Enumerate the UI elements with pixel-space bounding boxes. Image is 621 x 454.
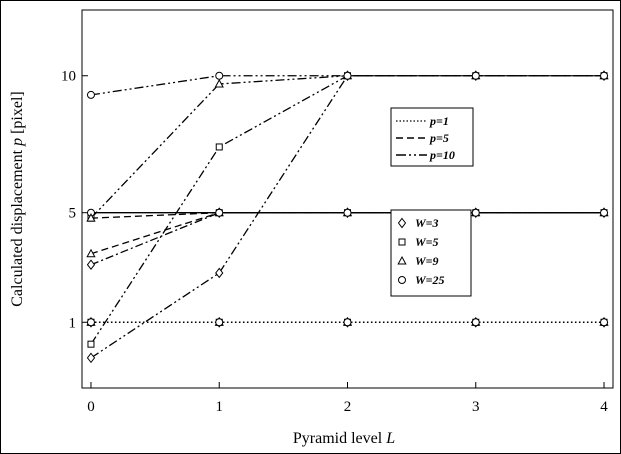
y-tick-label: 10 xyxy=(61,69,76,85)
legend-triangle-marker xyxy=(397,255,407,265)
marker-legend-symbols xyxy=(397,217,407,284)
x-axis-title: Pyramid level L xyxy=(293,430,395,447)
triangle-marker xyxy=(86,248,96,258)
x-tick-label: 0 xyxy=(87,399,95,415)
x-tick-label: 3 xyxy=(472,399,480,415)
diamond-marker xyxy=(86,259,96,271)
legend-square-marker xyxy=(398,238,406,246)
diamond-marker xyxy=(86,352,96,364)
legend-label-p10: p=10 xyxy=(429,148,455,162)
circle-marker xyxy=(215,318,224,327)
legend-label-p1: p=1 xyxy=(429,114,449,128)
circle-marker xyxy=(343,208,352,217)
y-tick-label: 1 xyxy=(69,315,77,331)
circle-marker xyxy=(600,208,609,217)
legend-diamond-marker xyxy=(397,217,407,229)
x-tick-label: 2 xyxy=(344,399,352,415)
legend-circle-marker xyxy=(398,276,406,284)
plot-area xyxy=(81,9,614,389)
circle-marker xyxy=(343,318,352,327)
circle-marker xyxy=(471,71,480,80)
series-p5-w3-line xyxy=(90,212,605,266)
square-marker xyxy=(87,340,95,348)
circle-marker xyxy=(600,71,609,80)
x-axis-variable: L xyxy=(385,430,395,447)
x-tick-label: 1 xyxy=(215,399,223,415)
legend-label-p5: p=5 xyxy=(429,131,449,145)
triangle-marker xyxy=(86,213,96,222)
x-tick-label: 4 xyxy=(600,399,608,415)
circle-marker xyxy=(215,208,224,217)
diamond-marker xyxy=(215,267,224,279)
square-marker xyxy=(215,143,223,151)
legend-label-w9: W=9 xyxy=(415,254,439,268)
y-axis-unit: [pixel] xyxy=(9,91,26,134)
circle-marker xyxy=(471,318,480,327)
circle-marker xyxy=(343,71,352,80)
x-axis-label: Pyramid level xyxy=(293,430,383,447)
marker-legend: W=3 W=5 W=9 W=25 xyxy=(390,209,472,297)
y-tick-label: 5 xyxy=(69,206,77,222)
legend-label-w3: W=3 xyxy=(415,216,439,230)
series-p10-w9-line xyxy=(90,75,605,219)
y-axis-variable: p xyxy=(9,138,26,147)
axis-ticks: 0 1 2 3 4 1 5 10 xyxy=(61,69,608,415)
circle-marker xyxy=(600,318,609,327)
circle-marker xyxy=(215,71,224,80)
circle-marker xyxy=(86,90,95,99)
legend-label-w25: W=25 xyxy=(415,273,445,287)
series-markers xyxy=(86,70,609,364)
line-legend-box xyxy=(390,107,474,167)
circle-marker xyxy=(471,208,480,217)
legend-label-w5: W=5 xyxy=(415,235,439,249)
y-axis-title: Calculated displacement p [pixel] xyxy=(9,91,26,306)
y-axis-label: Calculated displacement xyxy=(9,149,26,306)
triangle-marker xyxy=(214,78,224,88)
line-style-legend: p=1 p=5 p=10 xyxy=(390,107,474,167)
circle-marker xyxy=(86,318,95,327)
